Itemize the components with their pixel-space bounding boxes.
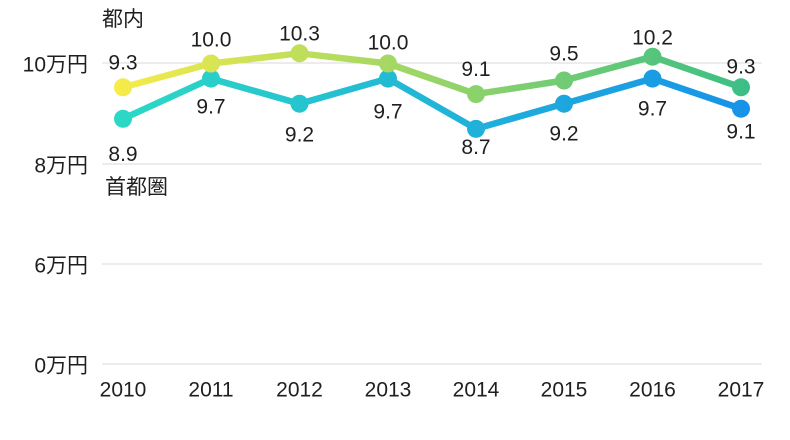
data-point-value-label: 9.3 [108,51,137,74]
data-point-value-label: 9.2 [549,123,578,146]
x-axis-tick-label: 2015 [541,379,588,402]
data-point-value-label: 9.7 [196,96,225,119]
data-point-value-label: 8.7 [461,136,490,159]
y-axis-tick-label: 0万円 [34,355,88,378]
data-point-value-label: 10.2 [632,27,673,50]
data-point-value-label: 9.2 [285,124,314,147]
y-axis-tick-label: 6万円 [34,255,88,278]
data-point [467,119,485,138]
data-point-value-label: 9.7 [373,101,402,124]
x-axis-tick-label: 2016 [629,379,676,402]
data-point [732,99,750,118]
data-point-value-label: 10.3 [279,22,320,45]
data-point [379,69,397,88]
y-axis-tick-label: 8万円 [34,155,88,178]
data-point [467,85,485,104]
x-axis-tick-label: 2013 [365,379,412,402]
data-point [379,54,397,73]
x-axis-tick-label: 2017 [718,379,765,402]
data-point [114,78,132,97]
y-axis-tick-label: 10万円 [23,54,88,77]
data-point [114,109,132,128]
data-point [732,78,750,97]
data-point-value-label: 9.3 [726,55,755,78]
x-axis-tick-label: 2011 [188,379,233,402]
data-point-value-label: 8.9 [108,143,137,166]
series-label-shutoken: 首都圏 [105,176,168,199]
x-axis-tick-label: 2012 [276,379,323,402]
data-point-value-label: 9.1 [726,121,755,144]
data-point [290,94,309,113]
data-point-value-label: 9.5 [549,43,578,66]
series-label-tonai: 都内 [102,8,144,31]
data-point [555,94,573,113]
data-point [643,47,662,66]
series-line-shutoken [119,75,745,133]
data-point [202,54,220,73]
x-axis-tick-label: 2010 [100,379,147,402]
data-point-value-label: 10.0 [368,32,409,55]
data-point-value-label: 9.7 [638,98,667,121]
data-point [555,71,573,90]
x-axis-tick-label: 2014 [453,379,500,402]
data-point [202,69,220,88]
data-point [290,44,309,63]
data-point-value-label: 9.1 [461,58,490,81]
series-line-tonai [119,50,745,98]
data-point-value-label: 10.0 [191,29,232,52]
data-point [643,69,662,88]
